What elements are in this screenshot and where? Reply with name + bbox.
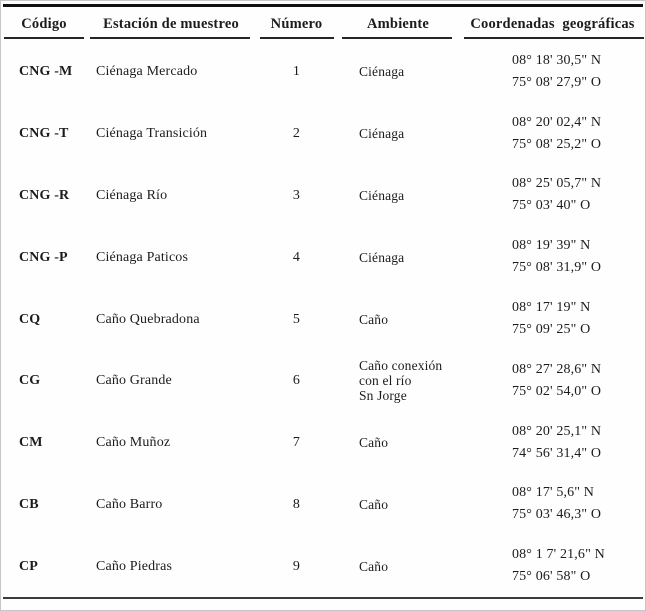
cell-ambiente: Ciénaga bbox=[338, 103, 458, 165]
cell-line: 08° 1 7' 21,6" N bbox=[512, 547, 605, 563]
cell-estacion: Ciénaga Transición bbox=[96, 126, 208, 142]
table-bottom-rule bbox=[3, 597, 643, 599]
cell-ambiente: Caño bbox=[338, 535, 458, 597]
cell-estacion: Caño Piedras bbox=[96, 558, 173, 574]
cell-line: Sn Jorge bbox=[359, 388, 407, 404]
table-row: CNG -P Ciénaga Paticos 4 Ciénaga 08° 19'… bbox=[1, 226, 645, 288]
column-header-codigo: Código bbox=[21, 15, 67, 32]
table-row: CNG -R Ciénaga Río 3 Ciénaga 08° 25' 05,… bbox=[1, 165, 645, 227]
cell-line: Caño bbox=[359, 496, 389, 512]
cell-ambiente: Caño bbox=[338, 412, 458, 474]
cell-numero: 1 bbox=[292, 64, 301, 80]
cell-numero: 9 bbox=[292, 558, 301, 574]
table-row: CQ Caño Quebradona 5 Caño 08° 17' 19" N 7… bbox=[1, 288, 645, 350]
table-row: CB Caño Barro 8 Caño 08° 17' 5,6" N 75° 0… bbox=[1, 473, 645, 535]
cell-coordenadas: 08° 20' 25,1" N 74° 56' 31,4" O bbox=[458, 412, 645, 474]
cell-line: 08° 27' 28,6" N bbox=[512, 361, 602, 377]
cell-coordenadas: 08° 18' 30,5" N 75° 08' 27,9" O bbox=[458, 41, 645, 103]
cell-ambiente: Ciénaga bbox=[338, 165, 458, 227]
cell-line: 75° 06' 58" O bbox=[512, 569, 591, 585]
table-row: CG Caño Grande 6 Caño conexión con el río… bbox=[1, 350, 645, 412]
table-row: CP Caño Piedras 9 Caño 08° 1 7' 21,6" N 7… bbox=[1, 535, 645, 597]
cell-coordenadas: 08° 19' 39" N 75° 08' 31,9" O bbox=[458, 226, 645, 288]
cell-codigo: CNG -P bbox=[19, 249, 68, 265]
cell-line: Ciénaga bbox=[359, 64, 405, 80]
cell-codigo: CQ bbox=[19, 311, 41, 327]
table-top-rule bbox=[3, 4, 643, 7]
column-header-ambiente: Ambiente bbox=[366, 15, 429, 32]
column-header-numero: Número bbox=[270, 15, 323, 32]
cell-line: 08° 17' 19" N bbox=[512, 300, 591, 316]
cell-coordenadas: 08° 17' 19" N 75° 09' 25" O bbox=[458, 288, 645, 350]
cell-line: Caño bbox=[359, 311, 389, 327]
header-underline-estacion bbox=[90, 37, 250, 39]
cell-line: 75° 08' 25,2" O bbox=[512, 136, 602, 152]
cell-line: 08° 20' 25,1" N bbox=[512, 423, 602, 439]
cell-estacion: Caño Muñoz bbox=[96, 435, 171, 451]
table-row: CNG -T Ciénaga Transición 2 Ciénaga 08° … bbox=[1, 103, 645, 165]
cell-codigo: CNG -M bbox=[19, 64, 73, 80]
cell-coordenadas: 08° 17' 5,6" N 75° 03' 46,3" O bbox=[458, 473, 645, 535]
cell-line: 75° 08' 27,9" O bbox=[512, 74, 602, 90]
cell-numero: 5 bbox=[292, 311, 301, 327]
cell-line: con el río bbox=[359, 373, 412, 389]
table-header-row: Código Estación de muestreo Número Ambie… bbox=[1, 1, 645, 41]
cell-numero: 3 bbox=[292, 187, 301, 203]
cell-ambiente: Caño bbox=[338, 288, 458, 350]
cell-numero: 7 bbox=[292, 435, 301, 451]
cell-numero: 8 bbox=[292, 496, 301, 512]
cell-codigo: CP bbox=[19, 558, 38, 574]
cell-line: Caño conexión bbox=[359, 358, 443, 374]
header-underline-ambiente bbox=[342, 37, 452, 39]
cell-line: 08° 19' 39" N bbox=[512, 238, 591, 254]
cell-coordenadas: 08° 1 7' 21,6" N 75° 06' 58" O bbox=[458, 535, 645, 597]
cell-line: Ciénaga bbox=[359, 187, 405, 203]
cell-coordenadas: 08° 20' 02,4" N 75° 08' 25,2" O bbox=[458, 103, 645, 165]
cell-codigo: CB bbox=[19, 496, 39, 512]
cell-ambiente: Ciénaga bbox=[338, 41, 458, 103]
cell-ambiente: Ciénaga bbox=[338, 226, 458, 288]
cell-codigo: CNG -R bbox=[19, 187, 70, 203]
cell-line: Caño bbox=[359, 558, 389, 574]
header-underline-codigo bbox=[4, 37, 84, 39]
cell-line: 75° 02' 54,0" O bbox=[512, 383, 602, 399]
cell-line: 74° 56' 31,4" O bbox=[512, 445, 602, 461]
table-row: CNG -M Ciénaga Mercado 1 Ciénaga 08° 18'… bbox=[1, 41, 645, 103]
cell-numero: 4 bbox=[292, 249, 301, 265]
cell-coordenadas: 08° 27' 28,6" N 75° 02' 54,0" O bbox=[458, 350, 645, 412]
column-header-coordenadas: Coordenadas geográficas bbox=[470, 15, 635, 32]
cell-line: 75° 08' 31,9" O bbox=[512, 260, 602, 276]
cell-line: 08° 25' 05,7" N bbox=[512, 176, 602, 192]
cell-codigo: CM bbox=[19, 435, 43, 451]
cell-line: 75° 03' 40" O bbox=[512, 198, 591, 214]
cell-estacion: Caño Grande bbox=[96, 373, 172, 389]
cell-estacion: Caño Barro bbox=[96, 496, 163, 512]
cell-numero: 6 bbox=[292, 373, 301, 389]
table-row: CM Caño Muñoz 7 Caño 08° 20' 25,1" N 74° … bbox=[1, 412, 645, 474]
cell-line: Ciénaga bbox=[359, 249, 405, 265]
cell-line: Ciénaga bbox=[359, 126, 405, 142]
cell-codigo: CNG -T bbox=[19, 126, 69, 142]
cell-line: 08° 18' 30,5" N bbox=[512, 52, 602, 68]
cell-line: 75° 09' 25" O bbox=[512, 322, 591, 338]
cell-line: 08° 20' 02,4" N bbox=[512, 114, 602, 130]
cell-ambiente: Caño conexión con el río Sn Jorge bbox=[338, 350, 458, 412]
cell-estacion: Ciénaga Paticos bbox=[96, 249, 189, 265]
cell-line: Caño bbox=[359, 435, 389, 451]
cell-codigo: CG bbox=[19, 373, 41, 389]
header-underline-numero bbox=[260, 37, 334, 39]
cell-numero: 2 bbox=[292, 126, 301, 142]
cell-ambiente: Caño bbox=[338, 473, 458, 535]
table-body: CNG -M Ciénaga Mercado 1 Ciénaga 08° 18'… bbox=[1, 41, 645, 597]
cell-estacion: Caño Quebradona bbox=[96, 311, 200, 327]
cell-estacion: Ciénaga Mercado bbox=[96, 64, 198, 80]
header-underline-coordenadas bbox=[464, 37, 644, 39]
cell-line: 75° 03' 46,3" O bbox=[512, 507, 602, 523]
cell-line: 08° 17' 5,6" N bbox=[512, 485, 595, 501]
cell-estacion: Ciénaga Río bbox=[96, 187, 168, 203]
column-header-estacion: Estación de muestreo bbox=[103, 15, 239, 32]
cell-coordenadas: 08° 25' 05,7" N 75° 03' 40" O bbox=[458, 165, 645, 227]
